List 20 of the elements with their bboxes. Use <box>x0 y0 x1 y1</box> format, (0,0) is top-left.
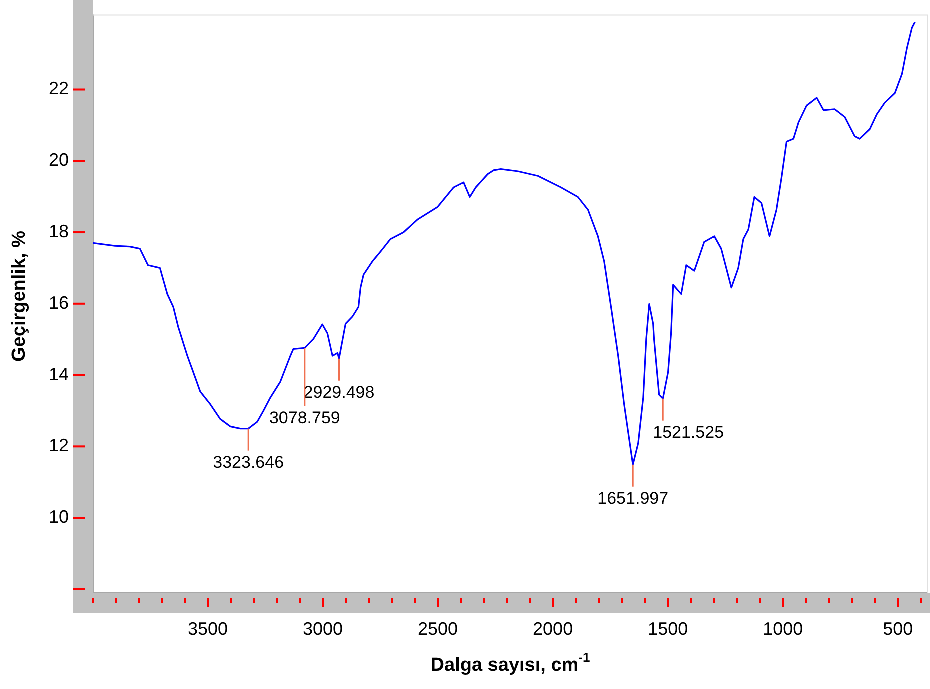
annotation: 3078.759 <box>269 408 340 428</box>
y-tick-label: 16 <box>48 292 69 313</box>
annotation: 2929.498 <box>304 383 375 402</box>
x-tick-label: 1500 <box>648 618 688 639</box>
x-tick-label: 2000 <box>533 618 574 639</box>
x-tick-label: 2500 <box>418 618 458 639</box>
y-tick-label: 18 <box>48 221 69 242</box>
x-tick-label: 3500 <box>188 618 228 639</box>
y-axis-title: Geçirgenlik, % <box>9 230 30 362</box>
y-tick-label: 14 <box>48 364 69 384</box>
x-tick-label: 3000 <box>303 618 344 639</box>
annotation: 1651.997 <box>598 489 669 508</box>
x-tick-label: 1000 <box>763 618 804 639</box>
annotation: 3323.646 <box>213 453 284 472</box>
y-tick-label: 12 <box>48 436 69 456</box>
annotation: 1521.525 <box>653 423 724 442</box>
y-tick-label: 20 <box>48 150 69 170</box>
x-tick-label: 500 <box>883 618 914 639</box>
y-tick-label: 22 <box>48 78 69 99</box>
y-tick-label: 10 <box>48 507 69 528</box>
